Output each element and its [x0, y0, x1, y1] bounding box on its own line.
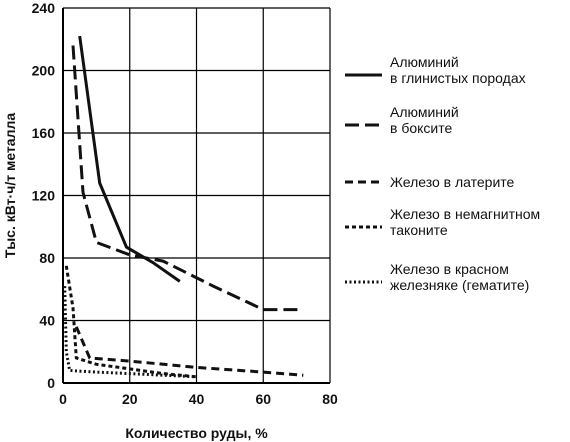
x-tick-label: 0	[59, 391, 67, 407]
y-tick-label: 0	[47, 375, 55, 391]
series-line-5	[63, 286, 197, 379]
y-tick-label: 40	[39, 313, 55, 329]
series-line-1	[78, 35, 181, 283]
y-tick-label: 200	[32, 63, 56, 79]
x-axis-title: Количество руды, %	[125, 425, 268, 441]
grid	[63, 7, 331, 383]
legend-label: Железо в красном	[390, 261, 509, 277]
axes	[62, 8, 330, 384]
x-tick-label: 60	[255, 391, 271, 407]
series-group	[63, 35, 304, 379]
series-line-4	[64, 265, 197, 379]
series-line-2	[71, 45, 304, 312]
y-axis-title: Тыс. кВт·ч/т металла	[2, 113, 18, 258]
x-tick-label: 40	[189, 391, 205, 407]
legend-label: Железо в немагнитном	[390, 206, 540, 222]
x-tick-label: 20	[122, 391, 138, 407]
legend-label: Алюминий	[390, 104, 459, 120]
legend-label: в боксите	[390, 120, 452, 136]
legend-label: в глинистых породах	[390, 70, 526, 86]
legend-label: Алюминий	[390, 54, 459, 70]
y-tick-label: 240	[32, 0, 56, 16]
legend-label: таконите	[390, 222, 448, 238]
y-tick-label: 120	[32, 188, 56, 204]
legend-label: Железо в латерите	[390, 174, 515, 190]
y-tick-label: 80	[39, 250, 55, 266]
tick-labels: 0 40 80 120 160 200 240 0 20 40 60 80	[32, 0, 338, 407]
y-tick-label: 160	[32, 125, 56, 141]
x-tick-label: 80	[322, 391, 338, 407]
legend-label: железняке (гематите)	[390, 277, 529, 293]
series-line-3	[74, 326, 304, 377]
